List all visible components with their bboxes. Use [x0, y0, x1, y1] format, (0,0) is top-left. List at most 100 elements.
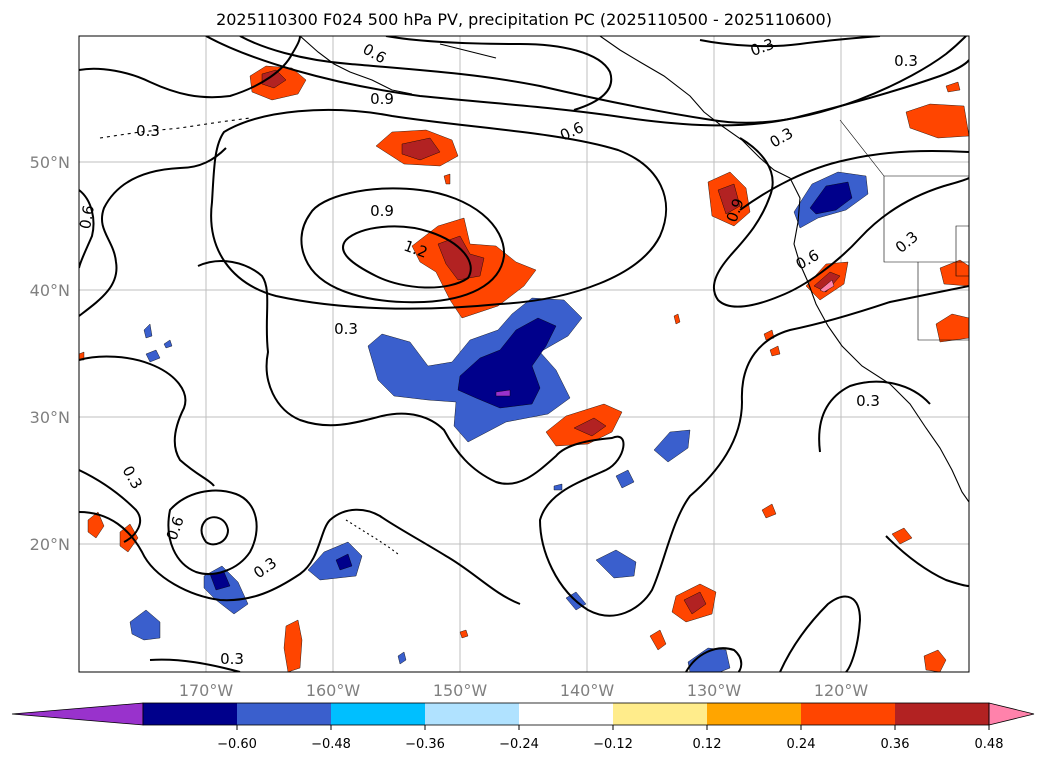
colorbar-segment [707, 703, 802, 725]
lat-label: 50°N [30, 153, 70, 172]
lon-label: 140°W [560, 681, 615, 700]
contour-label: 0.3 [856, 392, 880, 410]
pv-contour-0.3 [79, 147, 969, 617]
contour-label: 0.3 [894, 52, 918, 70]
pv-contour-0.9-north [239, 36, 967, 124]
lat-label: 20°N [30, 535, 70, 554]
pv-contour-0.3-north [79, 36, 301, 99]
contour-label: 0.9 [370, 90, 394, 108]
precip-area [945, 81, 961, 93]
precip-area [673, 313, 681, 325]
colorbar-segment [895, 703, 990, 725]
precip-area [437, 235, 485, 281]
precip-area [923, 649, 947, 672]
colorbar-frame [142, 702, 990, 726]
lon-label: 170°W [179, 681, 234, 700]
lon-label: 130°W [687, 681, 742, 700]
colorbar-segment [425, 703, 520, 725]
hawaiian-islands [345, 519, 399, 555]
precip-area [443, 173, 451, 185]
colorbar-segment [613, 703, 708, 725]
longitude-labels: 170°W 160°W 150°W 140°W 130°W 120°W [179, 681, 869, 700]
colorbar-segment [331, 703, 426, 725]
pv-contour-0.9-coast [712, 137, 969, 308]
precip-area [595, 549, 637, 579]
precip-area [615, 469, 635, 489]
precip-area [129, 609, 161, 641]
north-america-coast [599, 36, 969, 503]
precip-area [819, 279, 835, 293]
colorbar-tick-label: −0.60 [217, 737, 257, 752]
colorbar-extend-min [11, 702, 144, 726]
map-frame [78, 35, 970, 673]
colorbar-ticks: −0.60 −0.48 −0.36 −0.24 −0.12 0.12 0.24 0.36 0.4… [217, 725, 1003, 752]
precip-area [553, 483, 563, 491]
contour-label: 0.3 [136, 122, 160, 140]
precip-area [307, 541, 363, 581]
precip-area [457, 317, 557, 409]
lon-label: 160°W [306, 681, 361, 700]
precip-area [891, 527, 913, 545]
precip-area [335, 553, 353, 571]
precip-area [809, 181, 853, 215]
colorbar-tick-label: 0.24 [787, 737, 816, 752]
precip-area [397, 651, 407, 665]
precip-area [163, 339, 173, 349]
contour-label: 0.3 [220, 650, 244, 668]
pv-contour-0.3-se [779, 595, 862, 672]
alaska-coast [299, 36, 413, 95]
precip-area [761, 503, 777, 519]
contour-label: 0.9 [370, 202, 394, 220]
pv-contour-0.6-north [205, 36, 969, 127]
colorbar-segments [11, 702, 1035, 726]
precip-area [653, 429, 691, 463]
colorbar-tick-label: −0.12 [593, 737, 633, 752]
contour-label: 0.3 [748, 35, 777, 60]
coastlines [99, 36, 969, 555]
precip-area [459, 629, 469, 639]
precip-area [495, 389, 511, 397]
pv-contour-0.6-coast [739, 149, 969, 211]
pv-contour-1.2 [342, 225, 472, 289]
pv-contour-0.9-south [200, 516, 230, 546]
lat-label: 30°N [30, 408, 70, 427]
precip-area [935, 313, 969, 343]
precip-area [283, 619, 303, 672]
pv-contour-0.6-south [167, 489, 258, 575]
precip-positive-areas [79, 65, 969, 672]
precip-area [401, 137, 441, 161]
precip-area [905, 103, 969, 139]
lon-label: 120°W [814, 681, 869, 700]
pv-contour-0.6-ne [385, 36, 613, 111]
figure-title: 2025110300 F024 500 hPa PV, precipitatio… [216, 10, 832, 29]
lat-label: 40°N [30, 281, 70, 300]
precip-area [717, 183, 741, 215]
precip-area [939, 259, 969, 287]
precip-area [769, 345, 781, 357]
latitude-labels: 50°N 40°N 30°N 20°N [30, 153, 70, 554]
precip-area [573, 417, 607, 437]
pv-contour-0.6-west [79, 189, 95, 269]
pv-contour-0.3-west [79, 355, 215, 487]
contour-label: 0.6 [76, 204, 98, 231]
pv-contours [79, 36, 969, 672]
pv-contour-0.9 [300, 187, 506, 304]
pv-contour-0.3-ne [699, 36, 881, 48]
precip-area [683, 591, 707, 615]
colorbar-tick-label: −0.48 [311, 737, 351, 752]
pv-contour-0.3-south [79, 508, 521, 605]
colorbar-tick-label: 0.12 [693, 737, 722, 752]
map-panel: 0.3 0.6 0.9 1.2 0.3 0.6 0.9 0.3 0.6 0.3 … [30, 35, 970, 700]
precip-area [687, 647, 731, 672]
pv-contour-0.3-east-south [885, 535, 969, 587]
colorbar-tick-label: −0.36 [405, 737, 445, 752]
lon-label: 150°W [433, 681, 488, 700]
colorbar-segment [519, 703, 614, 725]
contour-label: 0.3 [334, 320, 358, 338]
state-borders [839, 119, 969, 341]
precip-area [649, 629, 667, 651]
precip-area [145, 349, 161, 363]
colorbar-segment [143, 703, 238, 725]
colorbar-tick-label: 0.36 [881, 737, 910, 752]
